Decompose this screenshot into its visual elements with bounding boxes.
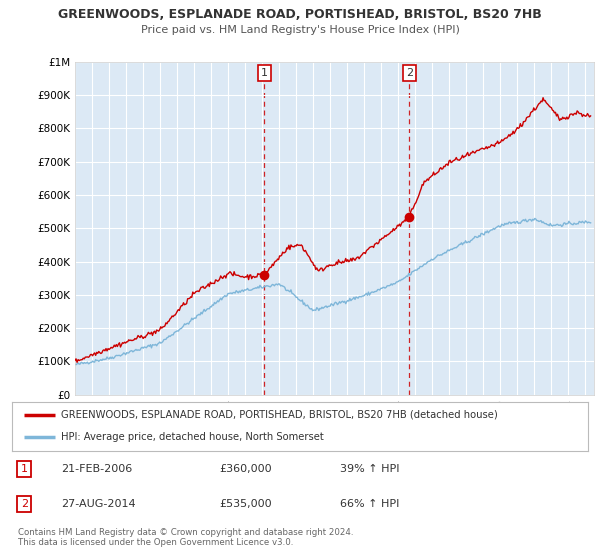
Text: 39% ↑ HPI: 39% ↑ HPI [340,464,400,474]
Text: 66% ↑ HPI: 66% ↑ HPI [340,499,400,509]
Text: 1: 1 [20,464,28,474]
Text: 21-FEB-2006: 21-FEB-2006 [61,464,132,474]
Text: Price paid vs. HM Land Registry's House Price Index (HPI): Price paid vs. HM Land Registry's House … [140,25,460,35]
Text: GREENWOODS, ESPLANADE ROAD, PORTISHEAD, BRISTOL, BS20 7HB (detached house): GREENWOODS, ESPLANADE ROAD, PORTISHEAD, … [61,410,498,420]
Text: £360,000: £360,000 [220,464,272,474]
Text: 27-AUG-2014: 27-AUG-2014 [61,499,136,509]
Text: 2: 2 [20,499,28,509]
Text: 1: 1 [261,68,268,78]
Text: Contains HM Land Registry data © Crown copyright and database right 2024.
This d: Contains HM Land Registry data © Crown c… [18,528,353,547]
Text: £535,000: £535,000 [220,499,272,509]
Text: GREENWOODS, ESPLANADE ROAD, PORTISHEAD, BRISTOL, BS20 7HB: GREENWOODS, ESPLANADE ROAD, PORTISHEAD, … [58,8,542,21]
Text: 2: 2 [406,68,413,78]
Text: HPI: Average price, detached house, North Somerset: HPI: Average price, detached house, Nort… [61,432,324,442]
